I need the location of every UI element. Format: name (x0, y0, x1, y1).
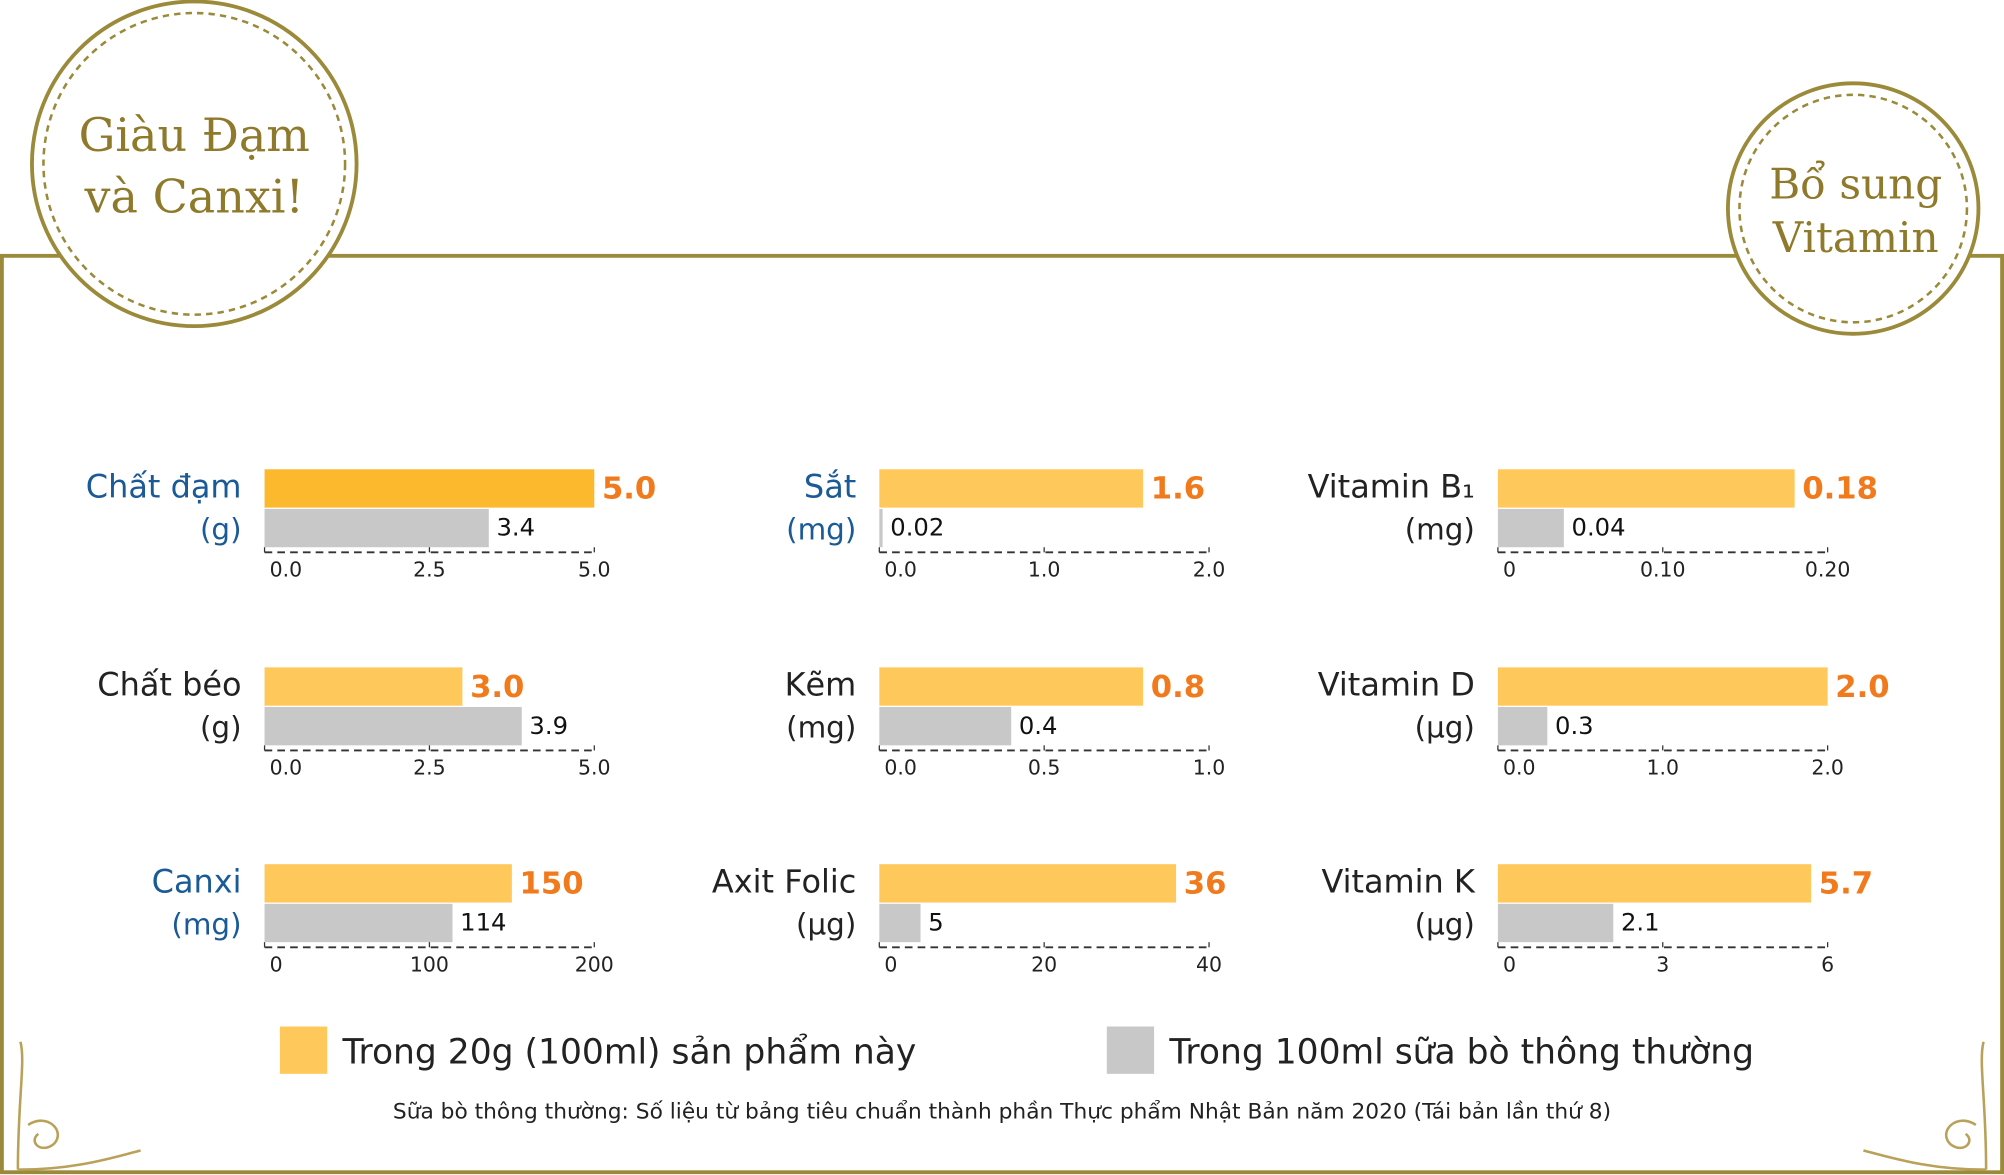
unit-label: (µg) (1415, 907, 1475, 941)
bar (264, 667, 463, 706)
chart-title: Vitamin K (1321, 862, 1475, 900)
bar (1497, 667, 1828, 706)
x-tick-label: 6 (1821, 953, 1834, 977)
value-label: 5.0 (602, 472, 656, 507)
corner-ornament (16, 1041, 1988, 1171)
unit-label: (mg) (1405, 513, 1475, 547)
badge-text: Giàu Đạm (79, 108, 310, 162)
x-tick-label: 0 (1503, 558, 1516, 582)
chart-title: Sắt (804, 467, 856, 505)
x-tick-label: 100 (410, 953, 449, 977)
x-tick-label: 0.20 (1805, 558, 1851, 582)
bar (879, 469, 1144, 508)
legend-label: Trong 100ml sữa bò thông thường (1168, 1033, 1754, 1073)
legend-label: Trong 20g (100ml) sản phẩm này (342, 1033, 917, 1073)
x-tick-label: 1.0 (1193, 756, 1226, 780)
value-label: 0.3 (1555, 711, 1594, 740)
x-tick-label: 0.0 (270, 558, 303, 582)
chart-title: Canxi (152, 862, 242, 900)
value-label: 0.4 (1019, 711, 1058, 740)
value-label: 3.0 (470, 670, 524, 705)
bar (264, 508, 489, 548)
x-tick-label: 2.5 (413, 756, 446, 780)
x-tick-label: 0.5 (1028, 756, 1061, 780)
bar (879, 667, 1144, 706)
x-tick-label: 0 (1503, 953, 1516, 977)
unit-label: (mg) (786, 711, 856, 745)
bar (264, 903, 453, 943)
x-tick-label: 200 (575, 953, 614, 977)
value-label: 114 (460, 908, 506, 937)
chart-title: Kẽm (785, 665, 857, 703)
unit-label: (mg) (171, 907, 241, 941)
x-tick-label: 0.0 (1503, 756, 1536, 780)
unit-label: (mg) (786, 513, 856, 547)
badge-text: Vitamin (1772, 213, 1939, 262)
badge-ring (1738, 93, 1969, 324)
footnote: Sữa bò thông thường: Số liệu từ bảng tiê… (393, 1100, 1611, 1125)
bar (879, 864, 1177, 903)
bar (264, 469, 595, 508)
badge-circle (30, 0, 359, 329)
x-tick-label: 2.0 (1811, 756, 1844, 780)
x-tick-label: 3 (1656, 953, 1669, 977)
bar (1497, 706, 1548, 746)
x-tick-label: 2.5 (413, 558, 446, 582)
x-tick-label: 0.0 (884, 558, 917, 582)
value-label: 150 (520, 867, 584, 902)
value-label: 0.02 (890, 513, 944, 542)
chart-title: Chất đạm (86, 467, 242, 505)
value-label: 0.04 (1572, 513, 1626, 542)
x-tick-label: 1.0 (1646, 756, 1679, 780)
x-tick-label: 1.0 (1028, 558, 1061, 582)
value-label: 3.9 (529, 711, 568, 740)
bar (1497, 903, 1614, 943)
bar (264, 864, 512, 903)
unit-label: (g) (200, 513, 242, 547)
value-label: 0.8 (1151, 670, 1205, 705)
value-label: 0.18 (1802, 472, 1878, 507)
x-tick-label: 0.10 (1640, 558, 1686, 582)
bar (879, 903, 921, 943)
legend-swatch (279, 1026, 328, 1074)
x-tick-label: 5.0 (578, 558, 611, 582)
bar (879, 706, 1012, 746)
bar (1497, 508, 1564, 548)
value-label: 36 (1184, 867, 1227, 902)
chart-title: Chất béo (97, 665, 241, 703)
unit-label: (µg) (796, 907, 856, 941)
bar (1497, 864, 1812, 903)
legend-swatch (1106, 1026, 1155, 1074)
badge-circle (1726, 81, 1981, 336)
chart-title: Vitamin B₁ (1308, 467, 1475, 505)
value-label: 5 (928, 908, 943, 937)
badge-text: Bổ sung (1769, 159, 1942, 208)
value-label: 2.1 (1621, 908, 1660, 937)
value-label: 3.4 (496, 513, 535, 542)
badge-text: và Canxi! (84, 169, 304, 223)
x-tick-label: 0 (270, 953, 283, 977)
x-tick-label: 2.0 (1193, 558, 1226, 582)
x-tick-label: 0.0 (884, 756, 917, 780)
badge-ring (42, 11, 347, 316)
frame (0, 253, 2004, 1175)
x-tick-label: 0 (884, 953, 897, 977)
x-tick-label: 40 (1196, 953, 1222, 977)
bar (1497, 469, 1795, 508)
value-label: 1.6 (1151, 472, 1205, 507)
bar (264, 706, 522, 746)
x-tick-label: 5.0 (578, 756, 611, 780)
value-label: 2.0 (1835, 670, 1889, 705)
value-label: 5.7 (1819, 867, 1873, 902)
bar (879, 508, 883, 548)
x-tick-label: 0.0 (270, 756, 303, 780)
unit-label: (µg) (1415, 711, 1475, 745)
chart-title: Vitamin D (1318, 665, 1475, 703)
x-tick-label: 20 (1031, 953, 1057, 977)
unit-label: (g) (200, 711, 242, 745)
chart-title: Axit Folic (712, 862, 856, 900)
